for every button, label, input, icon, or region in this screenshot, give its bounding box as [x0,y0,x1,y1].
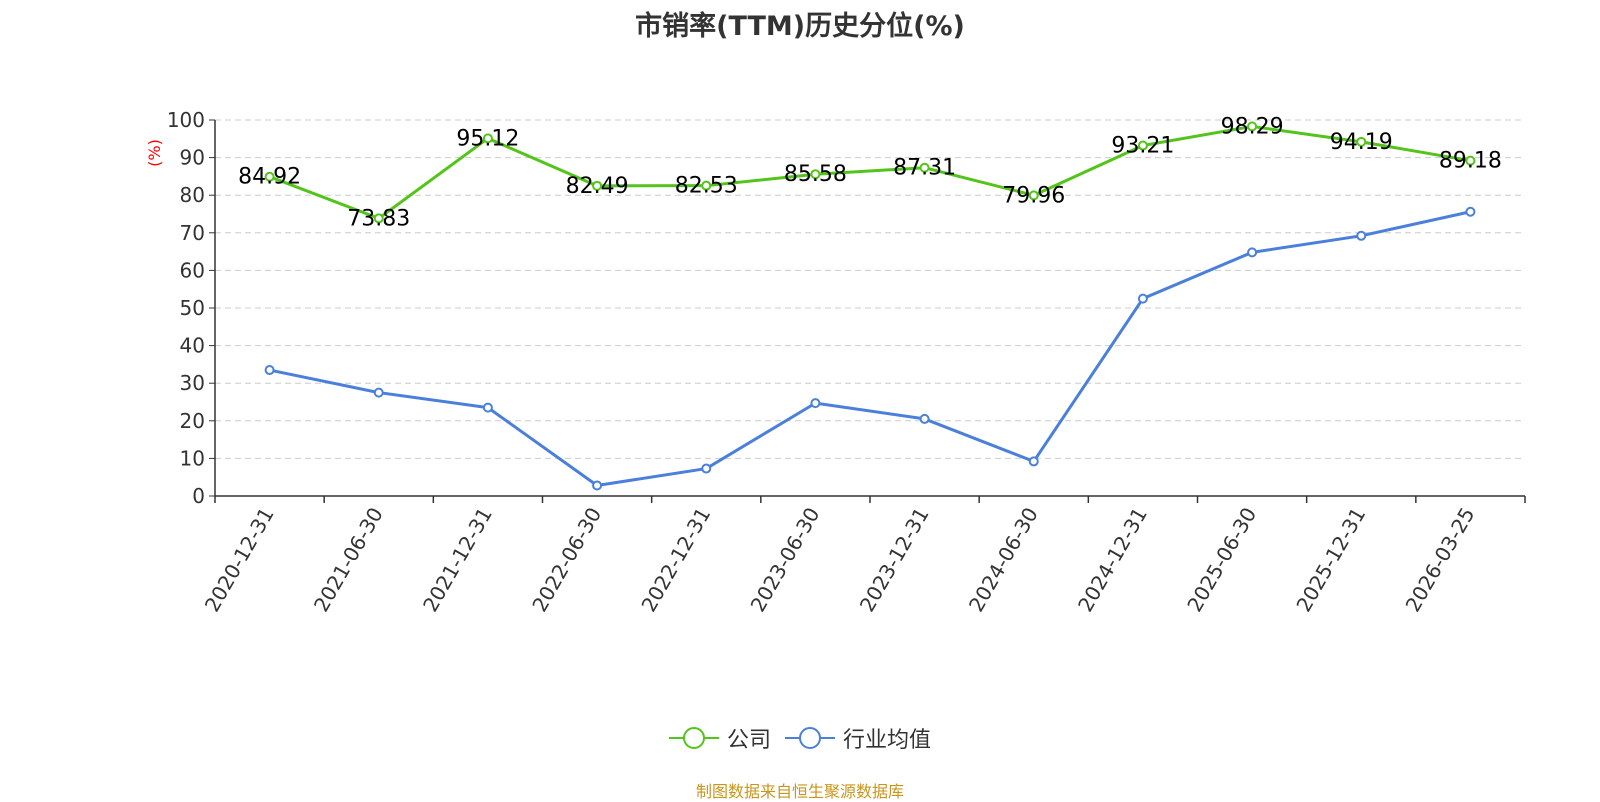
data-label: 89.18 [1439,149,1502,174]
legend-label-industry-avg: 行业均值 [843,728,932,753]
data-label: 93.21 [1111,134,1174,159]
series-line-0 [269,124,1471,220]
data-point[interactable] [1247,247,1258,258]
data-point[interactable] [1356,136,1367,147]
x-tick-label: 2024-12-31 [1073,503,1152,616]
data-label: 85.58 [784,162,847,187]
legend-item-company[interactable]: 公司 [668,722,771,754]
data-label: 87.31 [893,156,956,181]
x-tick-label: 2021-12-31 [418,503,497,616]
y-tick-label: 100 [167,108,205,132]
x-tick-label: 2020-12-31 [200,503,279,616]
data-point[interactable] [810,398,821,409]
data-point[interactable] [919,162,930,173]
source-note: 制图数据来自恒生聚源数据库 [695,782,904,801]
y-tick-label: 70 [180,221,205,245]
data-point[interactable] [1356,230,1367,241]
y-tick-label: 50 [180,296,205,320]
data-label: 79.96 [1002,183,1065,208]
data-label: 84.92 [238,165,301,190]
data-point[interactable] [373,213,384,224]
data-point[interactable] [1028,456,1039,467]
x-tick-label: 2023-12-31 [855,503,934,616]
data-point[interactable] [1247,121,1258,132]
data-label: 94.19 [1330,130,1393,155]
legend-item-industry-avg[interactable]: 行业均值 [785,722,931,754]
data-label: 82.49 [566,174,629,199]
data-point[interactable] [373,387,384,398]
grid-lines [215,119,1525,459]
x-tick-label: 2022-06-30 [527,503,606,616]
data-label: 82.53 [675,174,738,199]
data-point[interactable] [1028,190,1039,201]
data-point[interactable] [701,463,712,474]
x-tick-label: 2023-06-30 [746,503,825,616]
legend-label-company: 公司 [726,728,771,753]
y-tick-label: 60 [180,258,205,282]
y-tick-label: 40 [180,334,205,358]
data-point[interactable] [701,180,712,191]
x-tick-label: 2025-06-30 [1182,503,1261,616]
x-tick-label: 2025-12-31 [1291,503,1370,616]
legend: 公司 行业均值 [0,722,1600,754]
legend-line-marker [668,727,719,749]
data-point[interactable] [810,169,821,180]
data-label: 95.12 [456,126,519,151]
series-line-1 [269,210,1471,487]
data-point[interactable] [919,413,930,424]
data-point[interactable] [264,171,275,182]
data-point[interactable] [1137,293,1148,304]
y-tick-label: 30 [180,371,205,395]
y-tick-label: 90 [180,146,205,170]
data-point[interactable] [592,180,603,191]
series [264,121,1476,491]
data-point[interactable] [264,365,275,376]
data-point[interactable] [1465,155,1476,166]
data-point[interactable] [482,402,493,413]
chart-title: 市销率(TTM)历史分位(%) [635,11,965,42]
data-point[interactable] [592,480,603,491]
y-tick-label: 80 [180,183,205,207]
x-tick-label: 2026-03-25 [1401,503,1480,616]
data-point[interactable] [1137,140,1148,151]
x-tick-label: 2021-06-30 [309,503,388,616]
data-label: 73.83 [347,206,410,231]
y-tick-label: 0 [192,484,205,508]
y-axis-label: (%) [145,139,164,167]
data-label: 98.29 [1221,114,1284,139]
legend-line-marker [785,727,835,749]
data-labels: 84.92 73.83 95.12 82.49 82.53 85.58 87.31 79.96… [238,114,1502,231]
x-tick-label: 2022-12-31 [636,503,715,616]
data-point[interactable] [1465,206,1476,217]
x-tick-label: 2024-06-30 [964,503,1043,616]
y-tick-label: 20 [180,409,205,433]
data-point[interactable] [482,133,493,144]
y-tick-label: 10 [180,446,205,470]
